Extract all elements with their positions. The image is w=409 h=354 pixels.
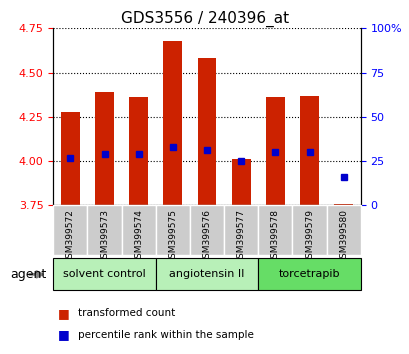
Text: GSM399576: GSM399576	[202, 209, 211, 264]
Bar	[265, 97, 284, 205]
Text: GSM399572: GSM399572	[66, 209, 75, 264]
Text: GSM399579: GSM399579	[304, 209, 313, 264]
Bar	[189, 205, 224, 255]
Bar	[61, 112, 80, 205]
Text: GSM399577: GSM399577	[236, 209, 245, 264]
Text: transformed count: transformed count	[78, 308, 175, 318]
Bar	[299, 96, 318, 205]
Text: ■: ■	[57, 307, 69, 320]
Text: GSM399574: GSM399574	[134, 209, 143, 264]
Bar	[129, 97, 148, 205]
Bar	[326, 205, 360, 255]
Bar	[231, 159, 250, 205]
Text: GSM399580: GSM399580	[338, 209, 347, 264]
Bar	[155, 258, 258, 290]
Bar	[95, 92, 114, 205]
Bar	[53, 205, 87, 255]
Bar	[53, 258, 155, 290]
Text: angiotensin II: angiotensin II	[169, 269, 244, 279]
Bar	[155, 205, 189, 255]
Text: torcetrapib: torcetrapib	[278, 269, 339, 279]
Text: agent: agent	[10, 268, 46, 281]
Text: GSM399573: GSM399573	[100, 209, 109, 264]
Bar	[121, 205, 155, 255]
Text: GSM399575: GSM399575	[168, 209, 177, 264]
Text: ■: ■	[57, 328, 69, 341]
Bar	[163, 41, 182, 205]
Bar	[258, 258, 360, 290]
Bar	[197, 58, 216, 205]
Bar	[224, 205, 258, 255]
Text: percentile rank within the sample: percentile rank within the sample	[78, 330, 253, 339]
Bar	[292, 205, 326, 255]
Bar	[258, 205, 292, 255]
Text: GDS3556 / 240396_at: GDS3556 / 240396_at	[121, 11, 288, 27]
Text: GSM399578: GSM399578	[270, 209, 279, 264]
Bar	[333, 204, 352, 205]
Bar	[87, 205, 121, 255]
Text: solvent control: solvent control	[63, 269, 146, 279]
